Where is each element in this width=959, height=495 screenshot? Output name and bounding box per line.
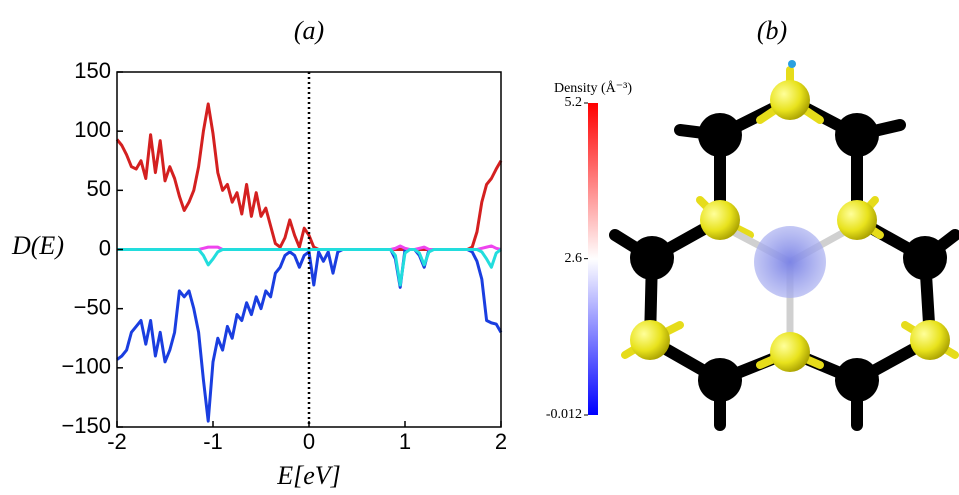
y-tick-label: 100 bbox=[74, 117, 111, 142]
colorbar-tick-label: -0.012 bbox=[546, 407, 582, 422]
colorbar-tick-label: 2.6 bbox=[565, 251, 583, 266]
panel-title: (b) bbox=[757, 16, 787, 45]
y-tick-label: 50 bbox=[87, 176, 111, 201]
panel-title: (a) bbox=[294, 16, 324, 45]
y-tick-label: −150 bbox=[61, 413, 111, 438]
x-tick-label: -1 bbox=[203, 429, 223, 454]
x-axis-label: E[eV] bbox=[276, 461, 341, 490]
figure: (a) D(E) E[eV] -2-1012−150−100−500501001… bbox=[0, 0, 959, 495]
y-tick-label: 0 bbox=[99, 235, 111, 260]
y-tick-label: −100 bbox=[61, 354, 111, 379]
page: (a) D(E) E[eV] -2-1012−150−100−500501001… bbox=[0, 0, 959, 495]
colorbar-tick-label: 5.2 bbox=[565, 95, 583, 110]
colorbar-label: Density (Å⁻³) bbox=[554, 80, 632, 96]
x-tick-label: 0 bbox=[303, 429, 315, 454]
series-line bbox=[117, 250, 501, 422]
colorbar: Density (Å⁻³) 5.2 2.6 -0.012 bbox=[546, 80, 633, 422]
y-tick-label: −50 bbox=[74, 294, 111, 319]
molecule bbox=[615, 60, 955, 425]
x-tick-label: 2 bbox=[495, 429, 507, 454]
colorbar-gradient bbox=[588, 103, 598, 415]
x-tick-label: 1 bbox=[399, 429, 411, 454]
y-tick-label: 150 bbox=[74, 58, 111, 83]
y-axis-label: D(E) bbox=[11, 231, 64, 260]
